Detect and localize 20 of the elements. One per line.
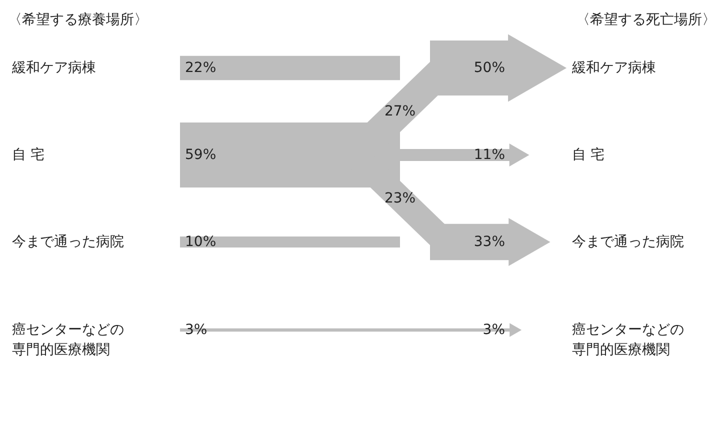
data-label: 23%: [384, 190, 416, 206]
data-label: 33%: [474, 234, 505, 250]
data-label: 22%: [185, 60, 216, 76]
data-label: 27%: [384, 104, 416, 120]
data-label: 3%: [482, 322, 505, 338]
category-label: 今まで通った病院: [572, 234, 684, 250]
category-label: 自 宅: [12, 147, 44, 163]
category-label: 緩和ケア病棟: [571, 60, 656, 76]
category-label: 緩和ケア病棟: [12, 60, 96, 76]
category-label: 自 宅: [572, 147, 604, 163]
text: 〈希望する療養場所〉: [8, 12, 148, 28]
data-label: 11%: [474, 147, 505, 163]
category-label: 癌センターなどの専門的医療機関: [572, 322, 684, 358]
text: 〈希望する死亡場所〉: [576, 12, 716, 28]
data-label: 10%: [185, 234, 216, 250]
data-label: 50%: [474, 60, 505, 76]
category-label: 癌センターなどの専門的医療機関: [12, 322, 124, 358]
data-label: 59%: [185, 147, 216, 163]
data-label: 3%: [185, 322, 208, 338]
category-label: 今まで通った病院: [12, 234, 124, 250]
